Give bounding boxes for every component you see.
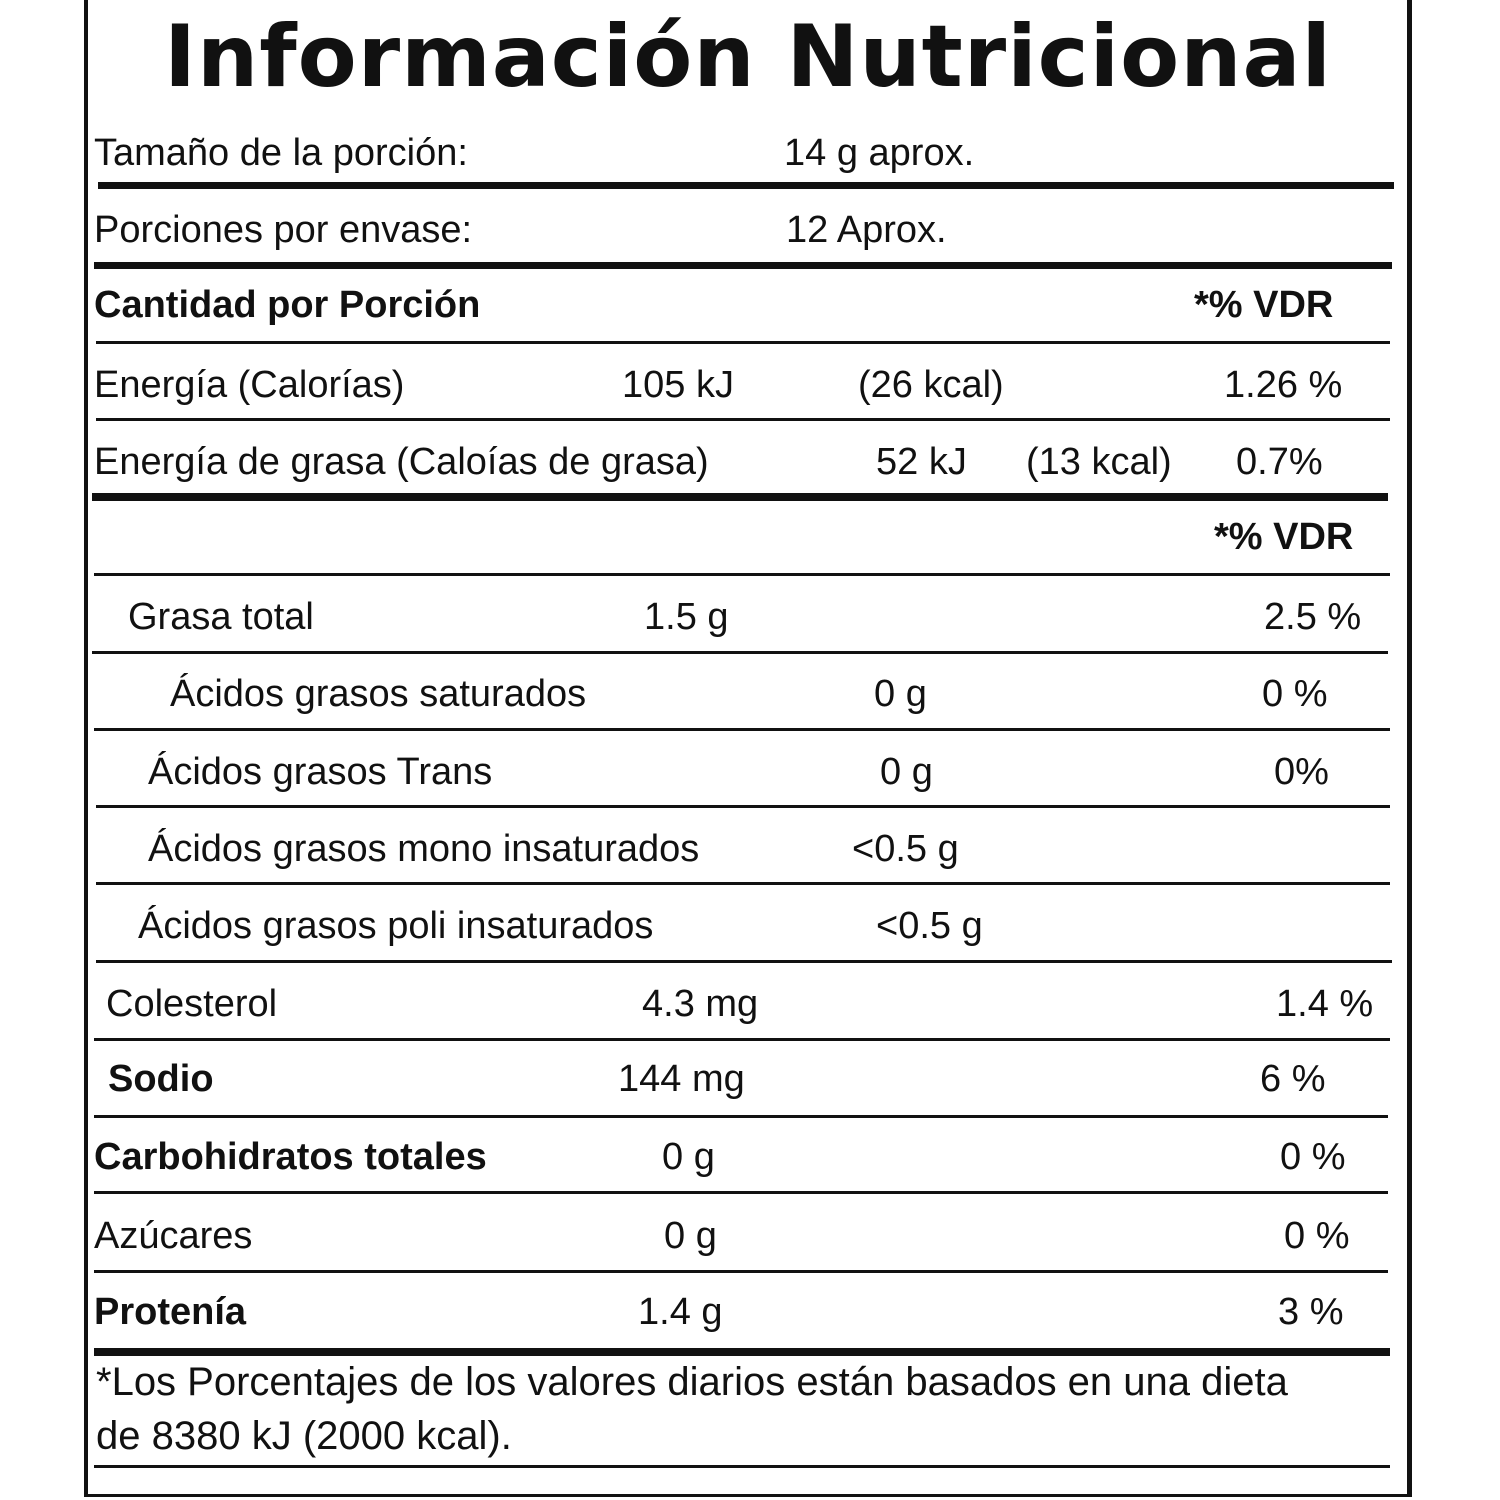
divider [96, 805, 1390, 808]
divider [94, 573, 1390, 576]
carbohydrates-vdr: 0 % [1280, 1136, 1346, 1178]
nutrition-label: Información Nutricional Tamaño de la por… [84, 0, 1412, 1497]
total-fat-amount: 1.5 g [644, 596, 729, 638]
mono-fat-amount: <0.5 g [852, 828, 959, 870]
energy-kcal: (26 kcal) [858, 364, 1004, 406]
serving-size-value: 14 g aprox. [784, 132, 975, 174]
protein-vdr: 3 % [1278, 1291, 1344, 1333]
servings-per-container-value: 12 Aprox. [786, 209, 947, 251]
fat-energy-label: Energía de grasa (Caloías de grasa) [94, 441, 709, 483]
divider-thick [94, 1348, 1390, 1356]
divider [94, 1465, 1390, 1468]
divider-thick [94, 262, 1392, 269]
sugars-amount: 0 g [664, 1215, 717, 1257]
footnote-line-2: de 8380 kJ (2000 kcal). [96, 1414, 512, 1458]
divider [94, 1115, 1388, 1118]
fat-energy-kcal: (13 kcal) [1026, 441, 1172, 483]
total-fat-label: Grasa total [128, 596, 314, 638]
trans-fat-amount: 0 g [880, 751, 933, 793]
cholesterol-amount: 4.3 mg [642, 983, 759, 1025]
protein-amount: 1.4 g [638, 1291, 723, 1333]
vdr-header: *% VDR [1194, 284, 1334, 326]
footnote-line-1: *Los Porcentajes de los valores diarios … [96, 1360, 1288, 1404]
total-fat-vdr: 2.5 % [1264, 596, 1362, 638]
servings-per-container-label: Porciones por envase: [94, 209, 473, 251]
fat-energy-vdr: 0.7% [1236, 441, 1323, 483]
sugars-vdr: 0 % [1284, 1215, 1350, 1257]
carbohydrates-label: Carbohidratos totales [94, 1136, 487, 1178]
trans-fat-vdr: 0% [1274, 751, 1329, 793]
fat-energy-kj: 52 kJ [876, 441, 967, 483]
divider [96, 882, 1390, 885]
saturated-fat-label: Ácidos grasos saturados [170, 673, 587, 715]
sodium-amount: 144 mg [618, 1058, 745, 1100]
energy-kj: 105 kJ [622, 364, 734, 406]
saturated-fat-amount: 0 g [874, 673, 927, 715]
divider [94, 1191, 1388, 1194]
divider [94, 728, 1390, 731]
divider [94, 1038, 1390, 1041]
sodium-vdr: 6 % [1260, 1058, 1326, 1100]
carbohydrates-amount: 0 g [662, 1136, 715, 1178]
divider-thick [92, 493, 1388, 501]
poly-fat-label: Ácidos grasos poli insaturados [138, 905, 654, 947]
energy-label: Energía (Calorías) [94, 364, 405, 406]
divider-thick [98, 182, 1394, 189]
amount-per-serving-label: Cantidad por Porción [94, 284, 481, 326]
sugars-label: Azúcares [94, 1215, 253, 1257]
divider [94, 1270, 1388, 1273]
trans-fat-label: Ácidos grasos Trans [148, 751, 493, 793]
divider [92, 651, 1388, 654]
cholesterol-label: Colesterol [106, 983, 278, 1025]
sodium-label: Sodio [108, 1058, 214, 1100]
divider [96, 418, 1390, 421]
label-title: Información Nutricional [164, 7, 1332, 107]
serving-size-label: Tamaño de la porción: [94, 132, 468, 174]
poly-fat-amount: <0.5 g [876, 905, 983, 947]
energy-vdr: 1.26 % [1224, 364, 1343, 406]
vdr-header-secondary: *% VDR [1214, 516, 1354, 558]
protein-label: Protenía [94, 1291, 247, 1333]
divider [96, 341, 1390, 344]
mono-fat-label: Ácidos grasos mono insaturados [148, 828, 700, 870]
divider [96, 960, 1392, 963]
saturated-fat-vdr: 0 % [1262, 673, 1328, 715]
cholesterol-vdr: 1.4 % [1276, 983, 1374, 1025]
